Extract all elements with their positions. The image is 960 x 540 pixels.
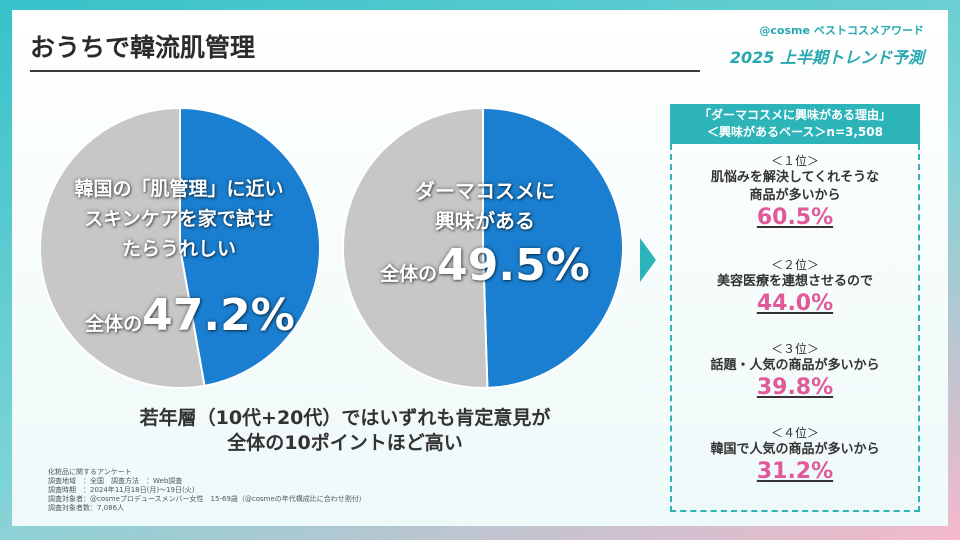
pie2-value-prefix: 全体の xyxy=(380,263,438,285)
pie-chart-1 xyxy=(39,106,321,389)
note-line: 化粧品に関するアンケート xyxy=(48,468,132,476)
rank-item-2: ＜２位＞ 美容医療を連想させるので 44.0% xyxy=(672,256,918,316)
pie1-value-prefix: 全体の xyxy=(85,313,143,335)
rank-item-1: ＜１位＞ 肌悩みを解決してくれそうな 商品が多いから 60.5% xyxy=(672,152,918,230)
pie2-slice-2 xyxy=(342,106,489,389)
pie1-label: 韓国の「肌管理」に近い スキンケアを家で試せ たらうれしい xyxy=(34,174,324,264)
note-line: 調査地域 ：全国 調査方法 ：Web調査 xyxy=(48,477,183,485)
pie1-label-line-2: スキンケアを家で試せ xyxy=(84,208,274,230)
pie1-label-line-1: 韓国の「肌管理」に近い xyxy=(74,178,284,200)
ranking-subtitle: ＜興味があるベース＞n=3,508 xyxy=(707,125,883,139)
pie1-value-text: 47.2% xyxy=(142,290,295,341)
pie2-slice-1 xyxy=(482,106,624,389)
page-subtitle: 2025 上半期トレンド予測 xyxy=(729,48,924,67)
pie1-slice-1 xyxy=(179,106,321,388)
brand-label: @cosme ベストコスメアワード xyxy=(759,24,924,37)
rank-percent: 31.2% xyxy=(756,459,834,484)
rank-item-3: ＜３位＞ 話題・人気の商品が多いから 39.8% xyxy=(672,340,918,400)
pie1-label-line-3: たらうれしい xyxy=(121,238,236,260)
pie1-slice-2 xyxy=(39,106,206,389)
rank-item-4: ＜４位＞ 韓国で人気の商品が多いから 31.2% xyxy=(672,424,918,484)
note-line: 調査対象者数：7,086人 xyxy=(48,504,125,512)
pie2-value-text: 49.5% xyxy=(437,240,590,291)
summary-text: 若年層（10代+20代）ではいずれも肯定意見が 全体の10ポイントほど高い xyxy=(70,406,620,456)
arrow-right-icon xyxy=(640,238,656,282)
pie2-label-line-1: ダーマコスメに xyxy=(415,179,555,203)
note-line: 調査時期 ：2024年11月18日(月)〜19日(火) xyxy=(48,486,195,494)
rank-percent: 60.5% xyxy=(756,205,834,230)
ranking-title: 「ダーマコスメに興味がある理由」 xyxy=(698,108,891,122)
rank-percent: 39.8% xyxy=(756,375,834,400)
summary-line-2: 全体の10ポイントほど高い xyxy=(227,432,463,454)
pie-chart-2 xyxy=(342,106,624,389)
rank-position: ＜１位＞ xyxy=(770,154,819,168)
title-underline xyxy=(30,70,700,72)
rank-label-line: 商品が多いから xyxy=(749,188,841,203)
rank-label-line: 肌悩みを解決してくれそうな xyxy=(710,170,880,185)
rank-label-line: 話題・人気の商品が多いから xyxy=(710,358,880,373)
rank-position: ＜３位＞ xyxy=(770,342,819,356)
ranking-header: 「ダーマコスメに興味がある理由」 ＜興味があるベース＞n=3,508 xyxy=(670,104,920,144)
rank-position: ＜４位＞ xyxy=(770,426,819,440)
pie2-label-line-2: 興味がある xyxy=(435,209,535,233)
rank-label-line: 美容医療を連想させるので xyxy=(716,274,873,289)
page-title: おうちで韓流肌管理 xyxy=(30,33,256,62)
survey-notes: 化粧品に関するアンケート 調査地域 ：全国 調査方法 ：Web調査 調査時期 ：… xyxy=(48,468,366,513)
rank-label-line: 韓国で人気の商品が多いから xyxy=(710,442,880,457)
note-line: 調査対象者：@cosmeプロデュースメンバー女性 15-69歳（@cosmeの年… xyxy=(48,495,366,503)
rank-position: ＜２位＞ xyxy=(770,258,819,272)
ranking-box: ＜１位＞ 肌悩みを解決してくれそうな 商品が多いから 60.5% ＜２位＞ 美容… xyxy=(670,144,920,512)
rank-percent: 44.0% xyxy=(756,291,834,316)
pie2-label: ダーマコスメに 興味がある xyxy=(360,176,610,236)
pie1-value: 全体の47.2% xyxy=(70,290,310,341)
summary-line-1: 若年層（10代+20代）ではいずれも肯定意見が xyxy=(139,407,551,429)
pie2-value: 全体の49.5% xyxy=(365,240,605,291)
